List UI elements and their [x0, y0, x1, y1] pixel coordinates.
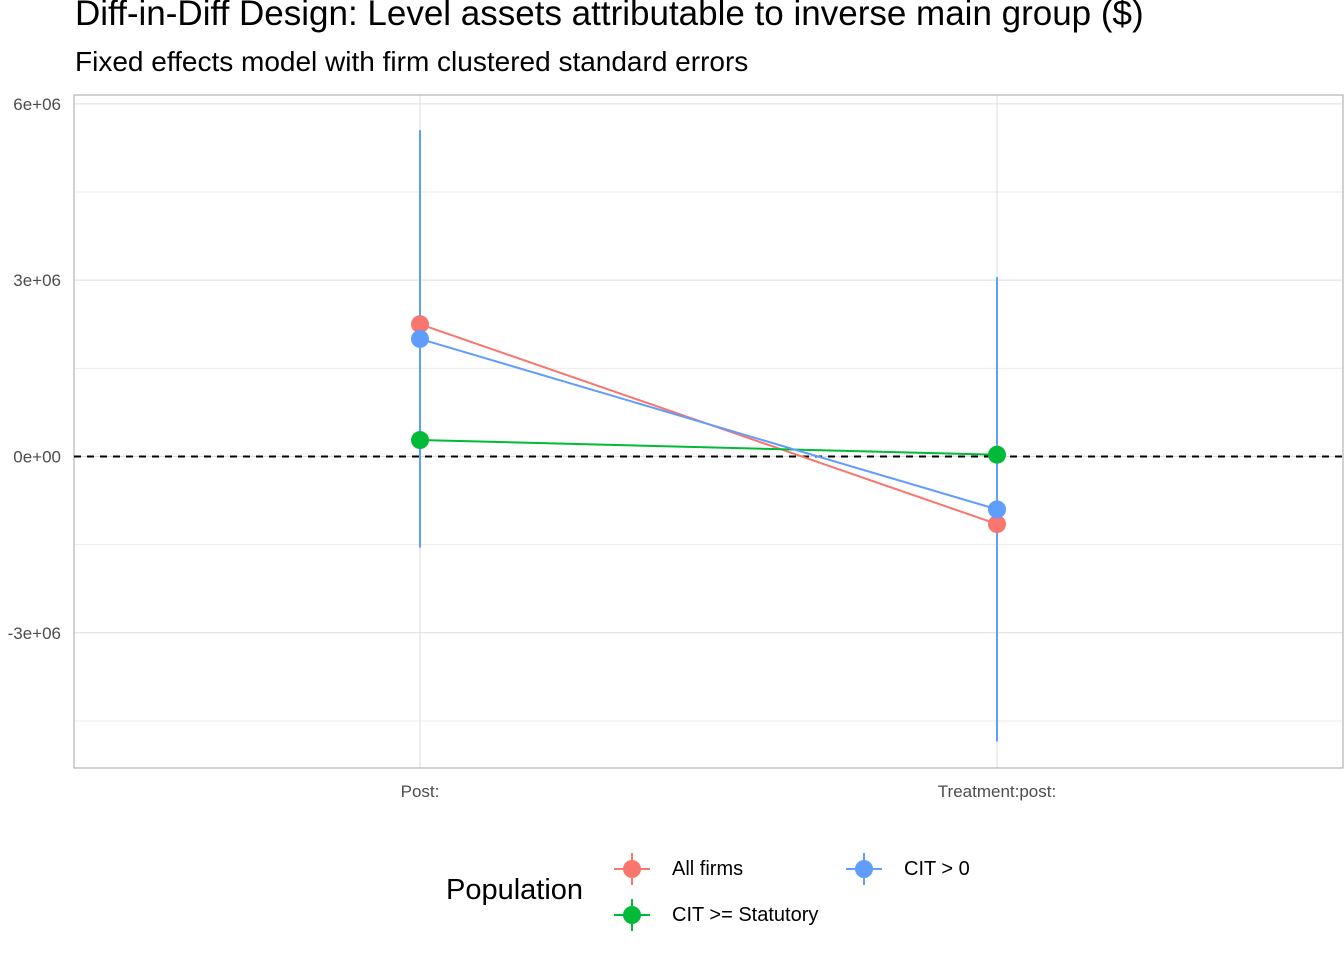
legend-key-cit-positive	[846, 851, 882, 887]
data-point	[411, 329, 429, 348]
legend-point	[623, 860, 641, 878]
legend-item-all-firms: All firms	[614, 851, 743, 887]
series-line	[419, 439, 998, 456]
y-tick-label: 0e+00	[13, 447, 61, 466]
panel-border	[73, 94, 1344, 769]
legend-item-cit-statutory: CIT >= Statutory	[614, 897, 818, 933]
legend-label-cit-statutory: CIT >= Statutory	[672, 903, 819, 926]
legend-point	[855, 860, 873, 878]
legend-label-cit-positive: CIT > 0	[904, 857, 970, 880]
data-point	[988, 445, 1006, 464]
data-point	[988, 500, 1006, 519]
legend-label-all-firms: All firms	[672, 857, 744, 880]
legend-glyph	[614, 899, 650, 931]
chart-title: Diff-in-Diff Design: Level assets attrib…	[75, 0, 1144, 33]
series-line	[419, 337, 998, 511]
legend-glyph	[614, 853, 650, 885]
data-point	[411, 431, 429, 450]
legend-key-all-firms	[614, 851, 650, 887]
data-point	[988, 515, 1006, 534]
y-tick-label: 3e+06	[13, 271, 61, 290]
legend-glyph	[846, 853, 882, 885]
chart-subtitle: Fixed effects model with firm clustered …	[75, 46, 749, 77]
legend-key-cit-statutory	[614, 897, 650, 933]
x-tick-label: Post:	[401, 782, 440, 801]
legend-title: Population	[446, 874, 584, 906]
legend-point	[623, 906, 641, 924]
legend-item-cit-positive: CIT > 0	[846, 851, 970, 887]
data-point	[411, 315, 429, 334]
y-tick-label: -3e+06	[8, 624, 61, 643]
x-tick-label: Treatment:post:	[938, 782, 1056, 801]
y-tick-label: 6e+06	[13, 95, 61, 114]
